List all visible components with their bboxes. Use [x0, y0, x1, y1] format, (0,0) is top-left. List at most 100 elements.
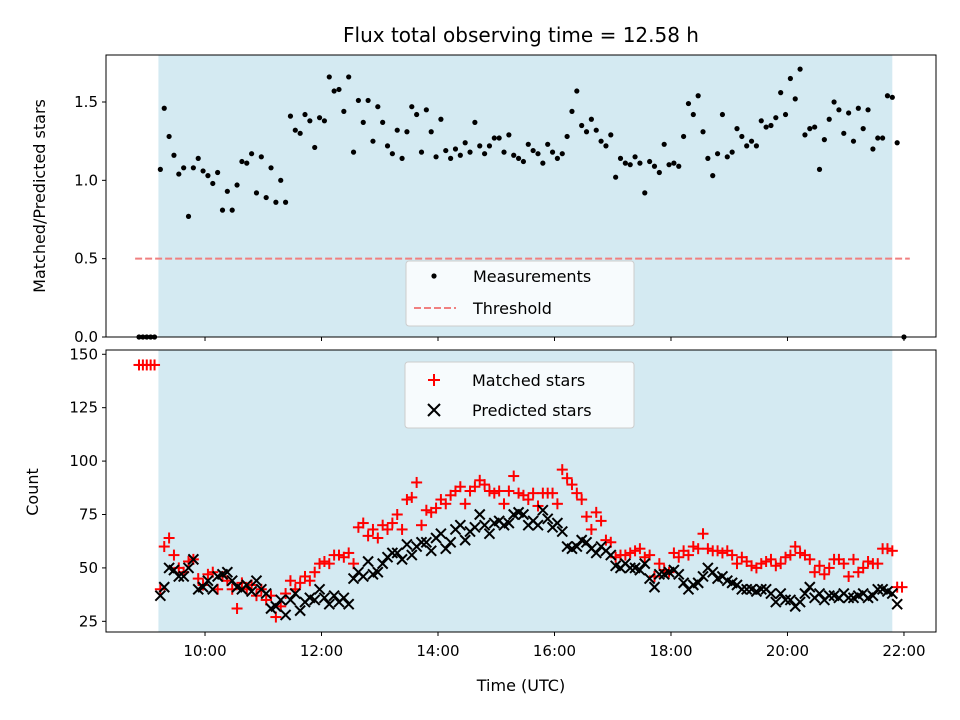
- predicted-star-point: [454, 519, 467, 531]
- matched-star-point: [314, 558, 326, 570]
- y-axis-label-ratio: Matched/Predicted stars: [30, 99, 49, 293]
- measurement-point: [802, 132, 808, 138]
- x-tick-label: 14:00: [416, 642, 459, 660]
- matched-star-point: [323, 558, 335, 570]
- measurement-point: [297, 130, 303, 136]
- measurement-point: [253, 190, 260, 196]
- predicted-star-point: [740, 583, 753, 595]
- predicted-star-point: [634, 564, 646, 576]
- predicted-star-point: [755, 583, 767, 595]
- measurement-point: [360, 119, 366, 125]
- matched-star-point: [362, 530, 374, 542]
- measurement-point: [850, 138, 857, 144]
- matched-star-point: [415, 519, 427, 531]
- measurement-point: [549, 149, 556, 155]
- measurement-point: [632, 154, 638, 160]
- y-axis-label-count: Count: [23, 468, 42, 516]
- measurement-point: [729, 149, 735, 155]
- predicted-star-point: [197, 581, 209, 593]
- predicted-star-point: [774, 587, 787, 600]
- matched-star-point: [372, 532, 384, 544]
- measurement-point: [583, 129, 590, 135]
- matched-star-point: [547, 487, 559, 499]
- y-tick-label: 50: [79, 559, 98, 577]
- predicted-star-point: [284, 594, 297, 606]
- matched-star-point: [163, 532, 175, 544]
- measurement-point: [185, 213, 192, 219]
- matched-star-point: [527, 487, 539, 499]
- predicted-star-point: [245, 585, 258, 598]
- predicted-star-point: [168, 564, 180, 576]
- predicted-star-point: [886, 587, 899, 600]
- measurement-point: [511, 152, 517, 158]
- measurement-point: [219, 207, 226, 213]
- measurement-point: [603, 143, 609, 149]
- matched-star-point: [590, 506, 602, 518]
- measurement-point: [486, 143, 493, 149]
- matched-star-point: [775, 558, 787, 570]
- matched-star-point: [294, 577, 306, 589]
- matched-star-point: [440, 498, 452, 510]
- predicted-star-point: [459, 534, 471, 546]
- measurement-point: [821, 137, 827, 143]
- matched-star-point: [459, 498, 471, 510]
- measurement-point: [409, 104, 415, 110]
- measurement-point: [418, 149, 425, 155]
- measurement-point: [690, 111, 696, 118]
- predicted-star-point: [469, 521, 481, 534]
- matched-star-point: [673, 551, 685, 563]
- predicted-star-point: [323, 598, 335, 610]
- measurement-point: [249, 151, 255, 157]
- matched-star-point: [566, 479, 578, 491]
- measurement-point: [598, 138, 604, 144]
- measurement-point: [307, 118, 313, 124]
- predicted-star-point: [580, 536, 593, 548]
- predicted-star-point: [425, 545, 437, 557]
- legend-label-matched: Matched stars: [472, 371, 585, 390]
- matched-star-point: [411, 476, 423, 488]
- measurement-point: [608, 132, 614, 138]
- measurement-point: [282, 199, 289, 205]
- predicted-star-point: [289, 587, 302, 600]
- predicted-star-point: [799, 587, 811, 600]
- measurement-point: [753, 143, 760, 149]
- predicted-star-point: [891, 598, 903, 610]
- legend-label-measurements: Measurements: [473, 267, 591, 286]
- measurement-point: [258, 154, 264, 160]
- measurement-point: [894, 140, 900, 146]
- matched-star-point: [318, 556, 330, 567]
- measurement-point: [268, 165, 274, 171]
- matched-star-point: [804, 553, 816, 565]
- predicted-star-point: [537, 504, 549, 516]
- measurement-point: [394, 127, 400, 133]
- predicted-star-point: [697, 570, 709, 583]
- measurement-point: [651, 163, 658, 169]
- predicted-star-point: [376, 557, 389, 570]
- matched-star-point: [712, 545, 724, 557]
- matched-star-point: [503, 485, 515, 497]
- predicted-star-point: [202, 575, 214, 587]
- predicted-star-point: [648, 581, 661, 593]
- matched-star-point: [168, 549, 180, 561]
- matched-star-point: [872, 558, 884, 570]
- matched-star-point: [818, 568, 830, 580]
- measurement-point: [734, 126, 740, 132]
- predicted-star-point: [867, 589, 879, 602]
- matched-star-point: [479, 479, 491, 491]
- measurement-point: [622, 160, 628, 166]
- y-tick-label: 1.0: [74, 171, 98, 189]
- predicted-star-point: [784, 594, 797, 606]
- measurement-point: [501, 149, 507, 155]
- predicted-star-point: [551, 517, 564, 529]
- measurement-point: [370, 138, 376, 144]
- matched-star-point: [746, 560, 758, 572]
- measurement-point: [695, 93, 701, 99]
- measurement-point: [530, 147, 536, 154]
- measurement-point: [448, 155, 454, 161]
- matched-star-point: [814, 560, 826, 572]
- matched-star-point: [789, 541, 801, 553]
- measurement-point: [273, 199, 279, 205]
- predicted-star-point: [415, 536, 428, 548]
- matched-star-point: [406, 491, 418, 503]
